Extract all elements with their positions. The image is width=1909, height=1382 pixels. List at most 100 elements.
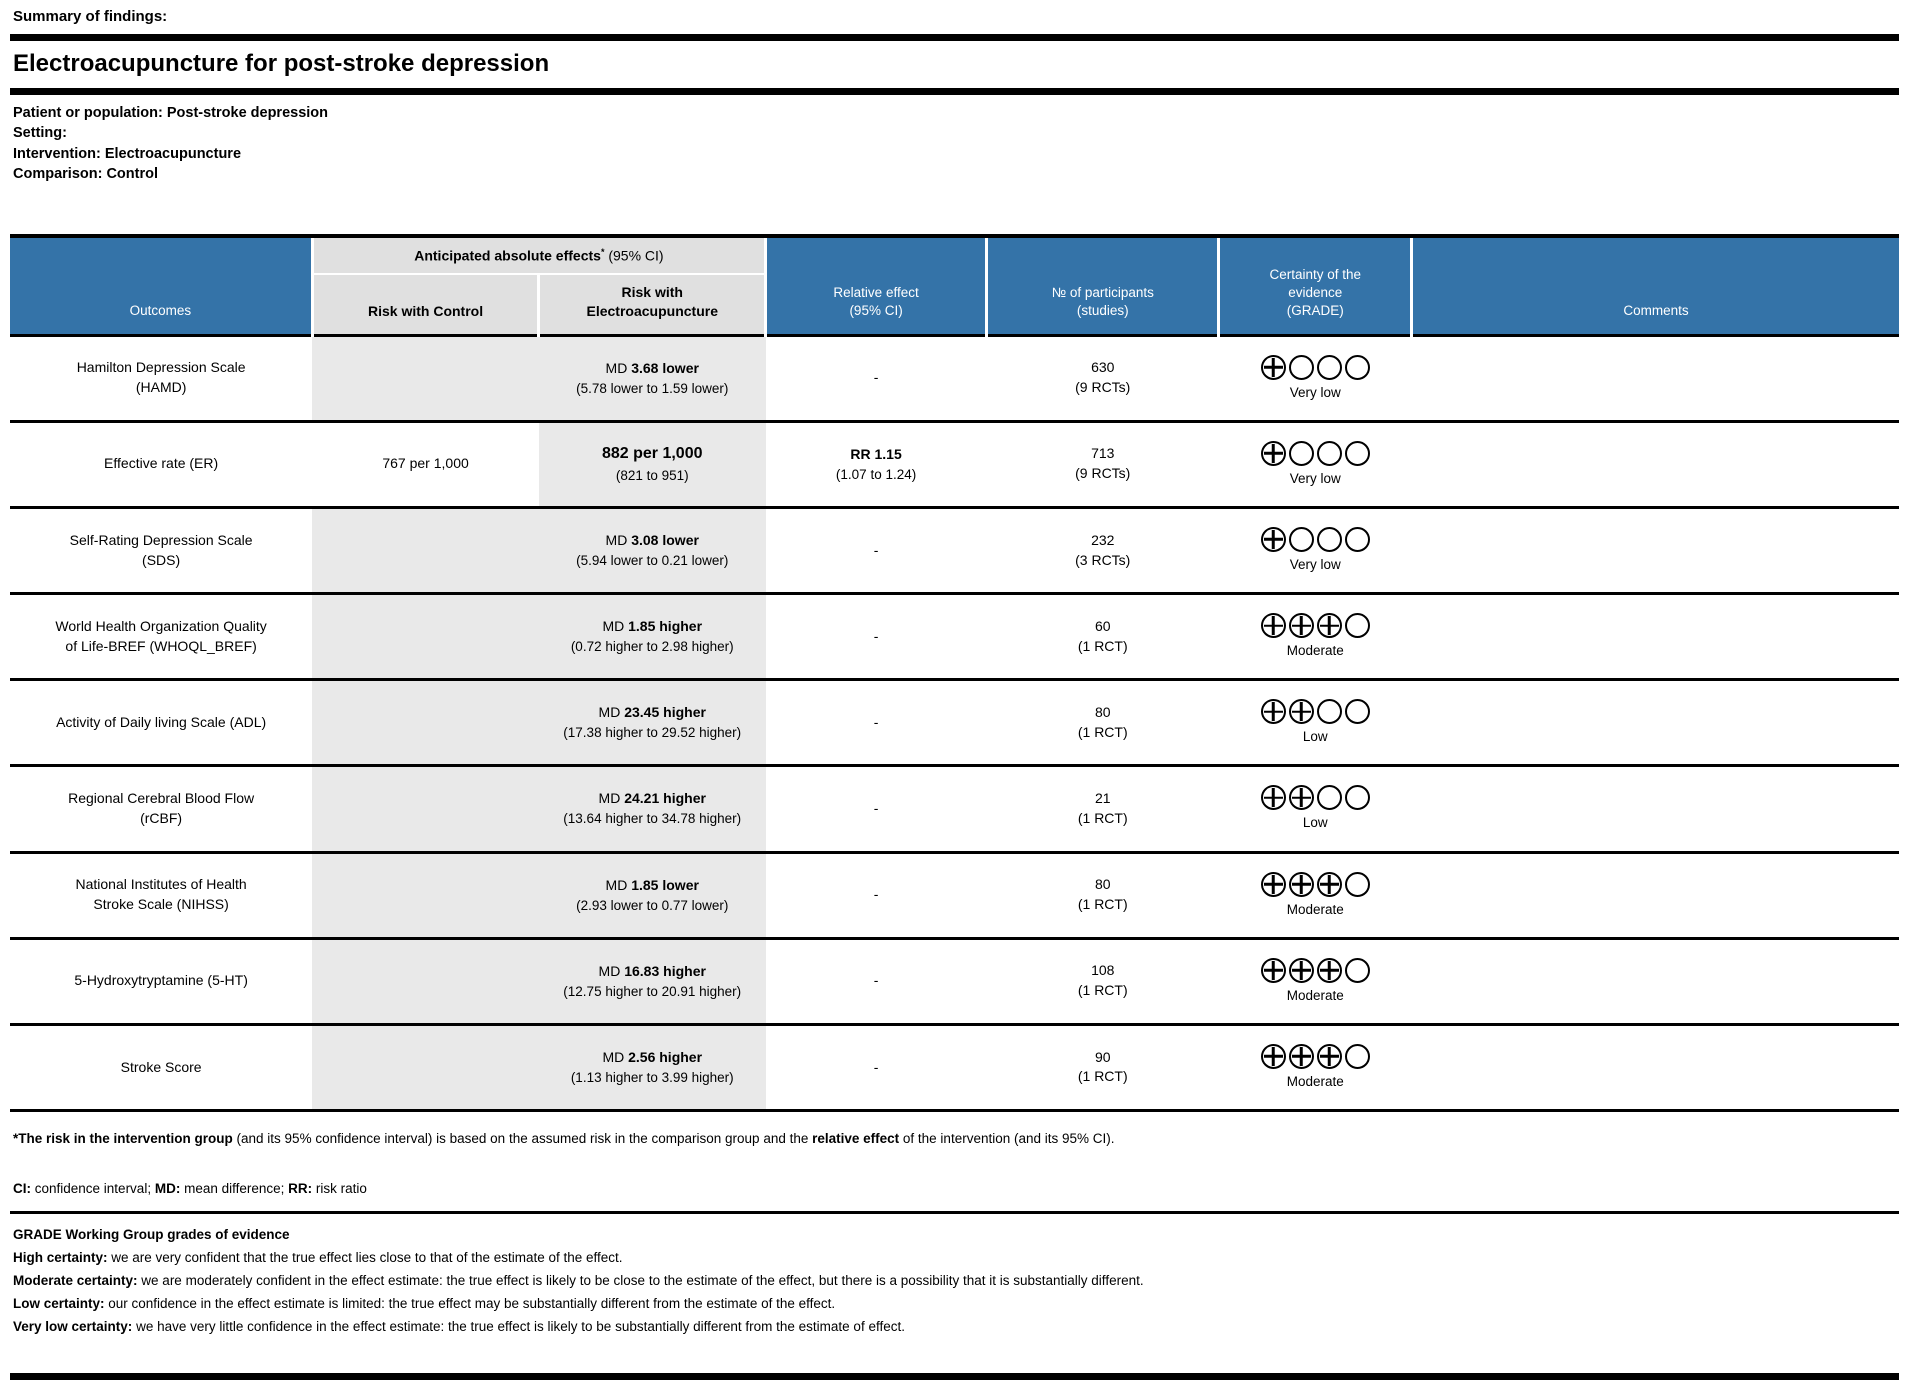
participants-count: 108 <box>1091 962 1115 979</box>
effect-estimate: MD 3.68 lower <box>562 359 743 379</box>
grade-circle-filled-icon <box>1260 871 1286 897</box>
comments-cell <box>1411 678 1899 766</box>
population-label: Patient or population: <box>13 105 163 121</box>
grade-definition-label: Very low certainty: <box>13 1319 133 1335</box>
certainty-cell: Very low <box>1218 333 1412 422</box>
effect-ci: (1.13 higher to 3.99 higher) <box>570 1069 734 1085</box>
participants-cell: 713 (9 RCTs) <box>986 419 1219 508</box>
table-row: Stroke Score MD 2.56 higher (1.13 higher t… <box>10 1022 1899 1111</box>
col-header-certainty: Certainty of the evidence (GRADE) <box>1217 236 1412 336</box>
relative-effect-cell: - <box>765 592 987 680</box>
outcome-cell: Regional Cerebral Blood Flow (rCBF) <box>10 764 313 853</box>
grade-circle-empty-icon <box>1344 354 1370 380</box>
effect-estimate: MD 23.45 higher <box>562 703 743 723</box>
grade-definition-line: Moderate certainty: we are moderately co… <box>13 1269 1896 1292</box>
grade-circle-empty-icon <box>1344 440 1370 466</box>
grade-circle-filled-icon <box>1260 440 1286 466</box>
participants-studies: (1 RCT) <box>1077 896 1128 913</box>
grade-definition-text: our confidence in the effect estimate is… <box>104 1296 836 1312</box>
relative-effect-cell: - <box>765 678 987 766</box>
effect-value: 2.56 higher <box>628 1048 703 1065</box>
summary-of-findings-label: Summary of findings: <box>13 8 168 25</box>
effect-estimate: MD 1.85 lower <box>562 876 743 896</box>
bold-text: RR: <box>288 1180 313 1196</box>
bold-text: MD: <box>154 1180 181 1196</box>
bold-text: relative effect <box>812 1131 900 1147</box>
grade-definition-line: High certainty: we are very confident th… <box>13 1246 1896 1269</box>
population-label: Setting: <box>13 125 67 142</box>
grade-circle-empty-icon <box>1316 785 1342 811</box>
effect-prefix: MD <box>605 532 632 548</box>
risk-control-cell <box>312 764 539 853</box>
participants-cell: 80 (1 RCT) <box>986 678 1219 766</box>
comments-cell <box>1411 505 1899 594</box>
population-value: Post-stroke depression <box>162 105 329 121</box>
population-line: Setting: <box>13 123 1896 143</box>
plain-text: (and its 95% confidence interval) is bas… <box>232 1131 813 1147</box>
grade-circle-empty-icon <box>1288 440 1314 466</box>
outcome-cell: National Institutes of Health Stroke Sca… <box>10 850 313 939</box>
table-row: National Institutes of Health Stroke Sca… <box>10 850 1899 939</box>
grade-label: Low <box>1302 815 1328 831</box>
risk-intervention-cell: 882 per 1,000 (821 to 951) <box>538 419 766 508</box>
risk-control-cell <box>312 333 539 422</box>
table-row: 5-Hydroxytryptamine (5-HT) MD 16.83 highe… <box>10 936 1899 1025</box>
effect-ci: (0.72 higher to 2.98 higher) <box>570 639 734 655</box>
grade-circle-filled-icon <box>1260 1043 1286 1069</box>
effect-prefix: MD <box>598 962 625 979</box>
plain-text: mean difference; <box>180 1180 289 1196</box>
grade-definitions-section: GRADE Working Group grades of evidence H… <box>13 1223 1896 1338</box>
grade-circle-filled-icon <box>1316 613 1342 639</box>
comments-cell <box>1411 764 1899 853</box>
table-row: World Health Organization Quality of Lif… <box>10 592 1899 680</box>
grade-circle-empty-icon <box>1344 699 1370 725</box>
grade-circle-filled-icon <box>1260 785 1286 811</box>
effect-value: 23.45 higher <box>624 704 706 721</box>
participants-cell: 90 (1 RCT) <box>986 1022 1219 1111</box>
participants-count: 80 <box>1094 876 1111 893</box>
grade-circle-filled-icon <box>1288 699 1314 725</box>
col-header-risk-control: Risk with Control <box>310 273 539 336</box>
grade-circle-filled-icon <box>1260 699 1286 725</box>
effect-ci: (17.38 higher to 29.52 higher) <box>563 725 742 741</box>
grade-circle-empty-icon <box>1344 613 1370 639</box>
grade-label: Moderate <box>1286 1073 1344 1089</box>
effect-estimate: MD 24.21 higher <box>562 789 743 809</box>
plain-text: risk ratio <box>312 1180 367 1196</box>
effect-value: 3.68 lower <box>631 359 699 376</box>
grade-circles <box>1227 440 1404 466</box>
outcome-cell: 5-Hydroxytryptamine (5-HT) <box>10 936 313 1025</box>
grade-circles <box>1227 526 1404 552</box>
certainty-cell: Very low <box>1218 419 1412 508</box>
grade-definition-label: High certainty: <box>13 1250 108 1266</box>
grade-circles <box>1227 354 1404 380</box>
comments-cell <box>1411 419 1899 508</box>
relative-effect-cell: - <box>765 936 987 1025</box>
grade-definition-line: Very low certainty: we have very little … <box>13 1315 1896 1338</box>
page-title: Electroacupuncture for post-stroke depre… <box>13 50 550 77</box>
grade-label: Very low <box>1289 556 1341 572</box>
participants-studies: (1 RCT) <box>1077 637 1128 654</box>
effect-ci: (821 to 951) <box>615 468 689 484</box>
population-label: Intervention: <box>13 145 101 162</box>
title-bar-bottom <box>10 88 1899 95</box>
grade-circle-filled-icon <box>1260 354 1286 380</box>
effect-ci: (2.93 lower to 0.77 lower) <box>576 897 729 913</box>
effect-value: 882 per 1,000 <box>601 445 703 463</box>
relative-effect-cell: RR 1.15 (1.07 to 1.24) <box>765 419 987 508</box>
participants-count: 60 <box>1094 617 1111 634</box>
grade-circles <box>1227 613 1404 639</box>
population-line: Patient or population: Post-stroke depre… <box>13 103 1896 123</box>
risk-control-cell <box>312 592 539 680</box>
grade-definition-label: Moderate certainty: <box>13 1273 138 1289</box>
relative-effect-ci: (1.07 to 1.24) <box>835 466 917 482</box>
participants-studies: (9 RCTs) <box>1075 465 1131 482</box>
risk-intervention-cell: MD 23.45 higher (17.38 higher to 29.52 hi… <box>538 678 766 766</box>
effect-prefix: MD <box>598 790 625 807</box>
effect-estimate: MD 3.08 lower <box>562 531 743 551</box>
relative-effect-cell: - <box>765 505 987 594</box>
grade-circle-empty-icon <box>1344 526 1370 552</box>
participants-studies: (1 RCT) <box>1077 1068 1128 1085</box>
outcome-cell: World Health Organization Quality of Lif… <box>10 592 313 680</box>
